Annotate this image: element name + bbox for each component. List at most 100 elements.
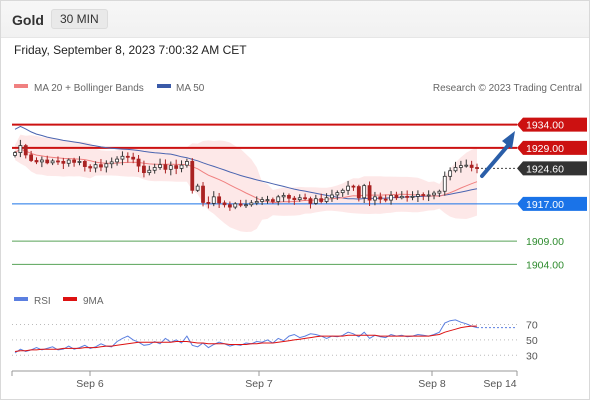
candle-body bbox=[152, 167, 157, 171]
price-levels bbox=[12, 123, 517, 265]
level-tag-1929.00 bbox=[517, 140, 587, 155]
candle-body bbox=[13, 152, 17, 156]
ma50-legend-swatch bbox=[157, 84, 171, 88]
candle-body bbox=[416, 194, 420, 197]
candle-body bbox=[238, 203, 243, 206]
candle-body bbox=[39, 159, 44, 163]
level-tag-1934.00 bbox=[517, 117, 587, 132]
candle-body bbox=[421, 194, 426, 196]
candle-body bbox=[168, 165, 173, 170]
candle-body bbox=[308, 198, 313, 204]
candle-body bbox=[367, 185, 372, 201]
candle-body bbox=[346, 185, 350, 191]
candle-body bbox=[410, 195, 415, 198]
candle-body bbox=[335, 192, 340, 196]
candle-body bbox=[297, 197, 302, 201]
candle-body bbox=[131, 156, 136, 160]
rsi-legend-swatch bbox=[14, 297, 28, 301]
candle-body bbox=[475, 167, 479, 169]
candle-body bbox=[373, 196, 377, 201]
candle-body bbox=[18, 145, 23, 153]
rsi-pane: 70 50 30 bbox=[12, 319, 538, 362]
price-level-labels: 1934.00 1929.00 1924.60 1917.00 1909.00 1904.… bbox=[517, 117, 587, 271]
rsi-ma9-line bbox=[14, 325, 477, 352]
ma20-legend-swatch bbox=[14, 84, 28, 88]
candle-body bbox=[163, 164, 168, 170]
candle-body bbox=[469, 164, 474, 168]
candle-body bbox=[340, 189, 345, 194]
candle-body bbox=[29, 154, 34, 161]
ma9-legend-swatch bbox=[63, 297, 77, 301]
candle-body bbox=[453, 167, 458, 172]
x-tick-label: Sep 6 bbox=[76, 378, 104, 390]
level-tag-1924.60 bbox=[517, 161, 587, 176]
candle-body bbox=[276, 196, 281, 202]
candles bbox=[13, 139, 479, 211]
timeframe-badge[interactable]: 30 MIN bbox=[51, 9, 108, 29]
candle-body bbox=[260, 199, 265, 202]
candle-body bbox=[93, 164, 98, 169]
candle-body bbox=[442, 175, 447, 192]
candle-body bbox=[383, 198, 388, 201]
bollinger-band bbox=[15, 134, 477, 232]
forecast-arrow bbox=[480, 131, 515, 178]
candle-body bbox=[206, 202, 211, 204]
rsi-legend-label: RSI bbox=[34, 296, 51, 307]
candle-body bbox=[56, 160, 60, 163]
candle-body bbox=[136, 158, 141, 167]
candle-body bbox=[142, 165, 146, 174]
candle-body bbox=[292, 197, 297, 201]
candle-body bbox=[179, 164, 184, 169]
x-tick-label: Sep 7 bbox=[245, 378, 273, 390]
candle-body bbox=[211, 196, 216, 204]
candle-body bbox=[34, 160, 39, 163]
candle-body bbox=[45, 159, 50, 164]
candle-body bbox=[125, 155, 130, 158]
candle-body bbox=[174, 165, 179, 169]
candle-body bbox=[23, 145, 28, 156]
candle-body bbox=[351, 185, 356, 188]
x-tick-label: Sep 8 bbox=[418, 378, 446, 390]
candle-body bbox=[50, 160, 55, 164]
arrow-shaft bbox=[480, 140, 513, 178]
arrow-head bbox=[502, 131, 515, 149]
rsi-tick-30: 30 bbox=[526, 350, 538, 362]
candle-body bbox=[281, 195, 286, 198]
candle-body bbox=[185, 161, 189, 166]
candle-body bbox=[265, 199, 270, 202]
candle-body bbox=[233, 203, 238, 208]
candle-body bbox=[437, 190, 442, 194]
candle-body bbox=[254, 201, 259, 204]
candle-body bbox=[324, 197, 329, 202]
candle-body bbox=[77, 161, 82, 163]
candle-body bbox=[426, 194, 431, 197]
ma20-line bbox=[14, 148, 478, 204]
chart-header: Gold 30 MIN bbox=[1, 1, 589, 38]
candle-body bbox=[405, 195, 410, 198]
candle-body bbox=[394, 195, 399, 199]
level-label-1924.60: 1924.60 bbox=[526, 163, 564, 175]
candle-body bbox=[270, 199, 275, 202]
candle-body bbox=[88, 166, 93, 169]
candle-body bbox=[72, 159, 76, 163]
level-label-1904.00: 1904.00 bbox=[526, 259, 564, 271]
candle-body bbox=[458, 165, 463, 168]
rsi-tick-50: 50 bbox=[526, 335, 538, 347]
level-label-1929.00: 1929.00 bbox=[526, 143, 564, 155]
candle-body bbox=[448, 170, 453, 177]
level-label-1917.00: 1917.00 bbox=[526, 199, 564, 211]
candle-body bbox=[362, 185, 367, 199]
chart-subtitle: Friday, September 8, 2023 7:00:32 AM CET bbox=[14, 43, 247, 57]
candle-body bbox=[201, 185, 205, 203]
candle-body bbox=[287, 195, 291, 199]
candle-body bbox=[82, 161, 87, 167]
candle-body bbox=[319, 198, 324, 202]
candle-body bbox=[66, 159, 71, 164]
ma20-legend-label: MA 20 + Bollinger Bands bbox=[34, 83, 144, 94]
candle-body bbox=[109, 161, 114, 165]
candle-body bbox=[190, 161, 195, 191]
candle-body bbox=[249, 202, 254, 206]
candle-body bbox=[120, 155, 125, 160]
